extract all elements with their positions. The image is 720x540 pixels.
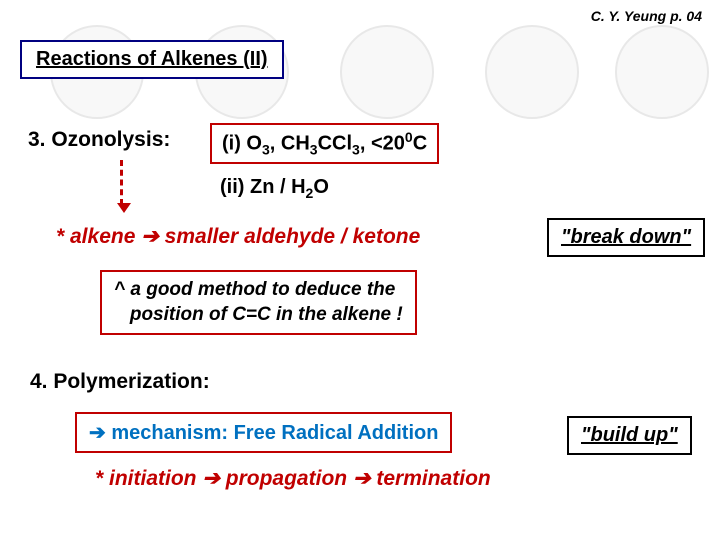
polymerization-steps: * initiation ➔ propagation ➔ termination — [95, 466, 491, 491]
bg-circle — [485, 25, 579, 119]
page-credit: C. Y. Yeung p. 04 — [591, 8, 702, 24]
ozonolysis-result: * alkene ➔ smaller aldehyde / ketone — [56, 224, 420, 249]
bg-circle — [340, 25, 434, 119]
slide-title: Reactions of Alkenes (II) — [20, 40, 284, 79]
ozonolysis-step-i: (i) O3, CH3CCl3, <200C — [210, 123, 439, 164]
break-down-callout: "break down" — [547, 218, 705, 257]
bg-circle — [615, 25, 709, 119]
dashed-arrow-icon — [120, 160, 125, 205]
ozonolysis-label: 3. Ozonolysis: — [28, 128, 170, 152]
polymerization-label: 4. Polymerization: — [30, 370, 210, 394]
polymerization-mechanism: ➔ mechanism: Free Radical Addition — [75, 412, 452, 453]
build-up-callout: "build up" — [567, 416, 692, 455]
ozonolysis-note: ^ a good method to deduce the position o… — [100, 270, 417, 335]
ozonolysis-step-ii: (ii) Zn / H2O — [210, 172, 339, 205]
